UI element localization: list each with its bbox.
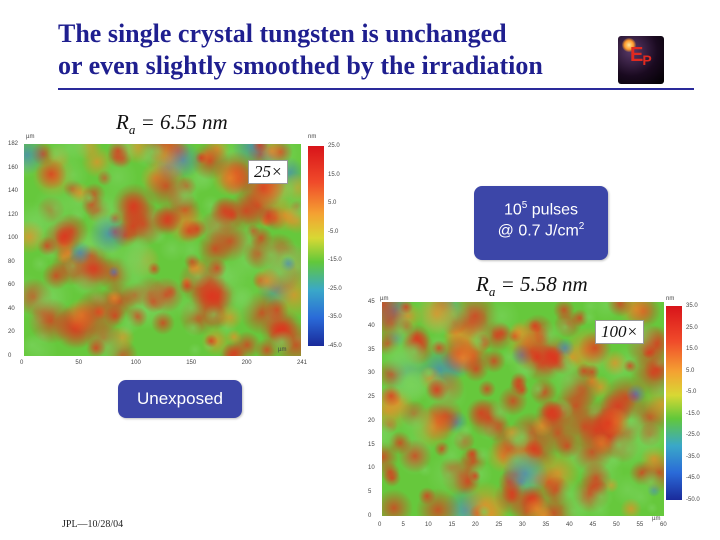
y-tick-label: 45 [368,299,375,305]
y-tick-label: 100 [8,235,19,242]
colorbar-tick-label: -5.0 [686,389,697,396]
y-tick-label: 80 [8,258,15,265]
colorbar-tick-label: -15.0 [328,257,342,264]
colorbar-tick-label: 25.0 [328,143,340,149]
y-axis-unit: µm [380,296,389,302]
y-tick-label: 140 [8,188,19,195]
y-tick-label: 35 [368,346,375,353]
magnification-label-25x: 25× [248,160,289,184]
logo-flare [622,38,636,52]
colorbar-tick-label: -25.0 [686,432,700,439]
pulses-line-1: 105 pulses [503,200,579,219]
x-tick-label: 150 [186,360,197,366]
x-tick-label: 20 [472,522,479,528]
title-divider [58,88,694,90]
x-tick-label: 0 [378,522,382,528]
y-tick-label: 10 [368,465,375,472]
x-axis-unit: µm [278,347,287,353]
afm-height-map [382,302,664,516]
x-tick-label: 0 [20,360,24,366]
colorbar-tick-label: 5.0 [328,200,337,207]
x-tick-label: 5 [401,522,405,528]
y-tick-label: 30 [368,370,375,377]
colorbar-tick-label: 35.0 [686,303,698,309]
x-tick-label: 30 [519,522,526,528]
x-tick-label: 45 [589,522,597,528]
unexposed-callout-text: Unexposed [136,389,223,408]
colorbar-tick-label: 5.0 [686,367,695,374]
x-tick-label: 35 [542,522,550,528]
x-axis-unit: µm [652,516,661,522]
colorbar [308,146,324,346]
x-tick-label: 15 [448,522,456,528]
y-axis-unit: µm [26,134,35,140]
afm-map-unexposed: µm 182 160 140 120 100 80 60 40 20 0 0 50 100 150 200… [6,134,364,374]
colorbar [666,306,682,500]
x-tick-label: 55 [636,522,644,528]
logo-text: EP [630,44,652,68]
colorbar-unit: nm [666,296,675,302]
y-tick-label: 0 [8,353,12,359]
colorbar-unit: nm [308,134,317,140]
x-tick-label: 10 [425,522,432,528]
x-tick-label: 50 [613,522,620,528]
y-tick-label: 25 [368,394,375,401]
colorbar-tick-label: 15.0 [686,346,698,353]
y-tick-label: 0 [368,513,372,519]
unexposed-callout: Unexposed [118,380,242,418]
colorbar-tick-label: -5.0 [328,228,339,235]
roughness-label-irradiated: Ra = 5.58 nm [476,272,588,300]
y-tick-label: 20 [368,417,375,424]
colorbar-tick-label: -45.0 [686,475,700,482]
roughness-label-unexposed: Ra = 6.55 nm [116,110,228,138]
magnification-label-100x: 100× [595,320,644,344]
y-tick-label: 60 [8,282,15,289]
colorbar-tick-label: 15.0 [328,171,340,178]
x-tick-label: 100 [130,360,141,366]
x-tick-label: 200 [241,360,252,366]
colorbar-tick-label: -35.0 [686,453,700,460]
y-tick-label: 120 [8,211,19,218]
y-tick-label: 40 [368,322,375,329]
pulses-callout: 105 pulses @ 0.7 J/cm2 [474,186,608,260]
y-tick-label: 20 [8,329,15,336]
colorbar-tick-label: -15.0 [686,410,700,417]
colorbar-tick-label: 25.0 [686,324,698,331]
title-line-2: or even slightly smoothed by the irradia… [58,51,543,80]
afm-height-map [24,144,301,356]
y-tick-label: 40 [8,305,15,312]
x-tick-label: 50 [75,360,83,366]
colorbar-tick-label: -35.0 [328,314,342,321]
slide-title: The single crystal tungsten is unchanged… [58,18,618,82]
afm-map-irradiated: µm 45 40 35 30 25 20 15 10 5 0 0 5 10 15 20 25 30 35 40 45… [364,296,716,536]
colorbar-tick-label: -50.0 [686,497,700,503]
lab-logo-icon: EP [618,36,664,84]
x-tick-label: 25 [495,522,503,528]
y-tick-label: 160 [8,164,19,171]
x-tick-label: 60 [660,522,667,528]
x-tick-label: 40 [566,522,573,528]
x-tick-label: 241 [297,360,308,366]
colorbar-tick-label: -25.0 [328,285,342,292]
pulses-line-2: @ 0.7 J/cm2 [497,221,585,240]
y-tick-label: 15 [368,441,375,448]
y-tick-label: 182 [8,141,19,147]
y-tick-label: 5 [368,489,372,496]
footer-date: JPL—10/28/04 [62,519,124,530]
title-line-1: The single crystal tungsten is unchanged [58,19,507,48]
colorbar-tick-label: -45.0 [328,343,342,349]
